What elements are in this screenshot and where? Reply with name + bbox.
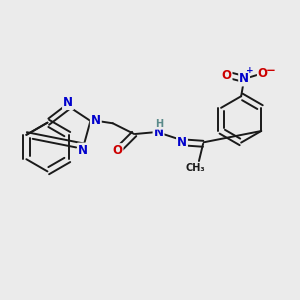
Text: −: − [265, 64, 275, 77]
Text: H: H [155, 119, 163, 129]
Text: O: O [258, 68, 268, 80]
Text: N: N [63, 96, 73, 109]
Text: N: N [177, 136, 187, 149]
Text: CH₃: CH₃ [185, 163, 205, 173]
Text: N: N [78, 143, 88, 157]
Text: N: N [154, 126, 164, 139]
Text: O: O [222, 69, 232, 82]
Text: +: + [246, 66, 253, 75]
Text: N: N [239, 73, 249, 85]
Text: O: O [112, 144, 122, 157]
Text: N: N [91, 114, 101, 128]
